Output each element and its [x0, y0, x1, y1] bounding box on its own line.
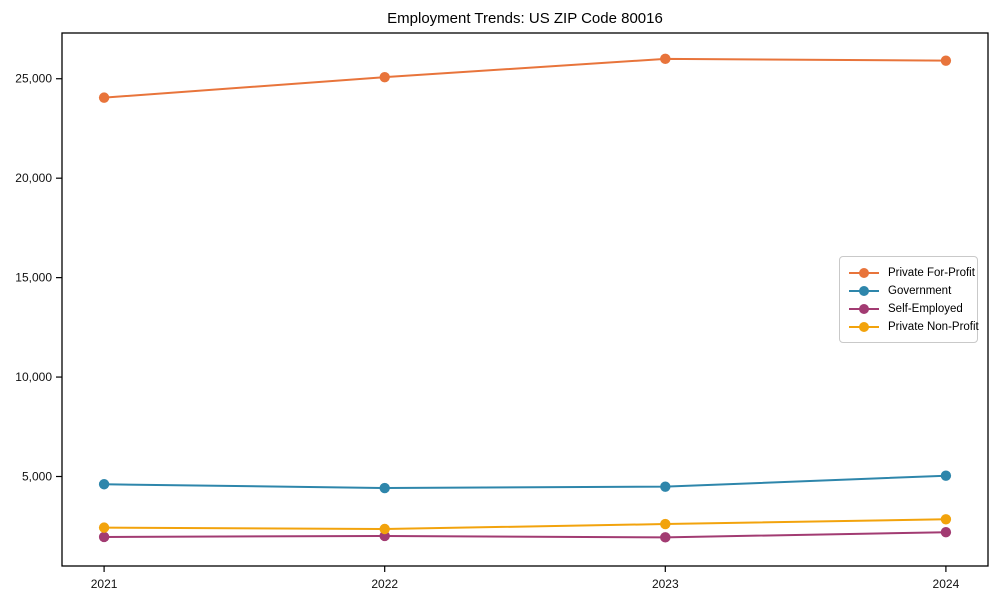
- legend-line-swatch: [849, 267, 879, 278]
- series-line-private-for-profit: [104, 57, 946, 99]
- data-point-private-for-profit-2023: [660, 53, 671, 65]
- x-tick-label: 2022: [371, 577, 398, 591]
- legend-label: Government: [888, 284, 952, 297]
- legend-marker-dot: [859, 303, 869, 314]
- data-point-private-for-profit-2022: [379, 71, 390, 83]
- x-tick-label: 2024: [933, 577, 960, 591]
- legend-line-swatch: [849, 285, 879, 296]
- legend-line-swatch: [849, 303, 879, 314]
- data-point-private-non-profit-2023: [660, 518, 671, 530]
- data-point-private-non-profit-2024: [940, 514, 952, 525]
- series-line-government: [104, 474, 946, 490]
- x-tick-label: 2021: [91, 577, 118, 591]
- data-point-government-2021: [98, 479, 110, 490]
- y-tick-label: 20,000: [15, 171, 52, 185]
- plot-frame: [61, 32, 989, 567]
- y-tick-label: 10,000: [15, 370, 52, 384]
- data-point-self-employed-2021: [98, 531, 110, 543]
- data-point-private-for-profit-2021: [98, 92, 110, 103]
- data-point-self-employed-2024: [940, 526, 952, 538]
- y-tick-label: 5,000: [22, 470, 52, 484]
- legend: Private For-Profit Government Self-Emplo…: [839, 256, 979, 343]
- legend-label: Private Non-Profit: [888, 320, 979, 333]
- legend-marker-dot: [859, 321, 869, 332]
- legend-item-private-for-profit: Private For-Profit: [849, 264, 975, 281]
- legend-item-private-non-profit: Private Non-Profit: [849, 318, 979, 335]
- series-line-private-non-profit: [104, 518, 946, 531]
- data-point-self-employed-2023: [660, 532, 671, 543]
- y-tick-label: 15,000: [15, 271, 52, 285]
- legend-marker-dot: [859, 285, 869, 296]
- data-point-private-non-profit-2021: [98, 522, 110, 533]
- chart-title: Employment Trends: US ZIP Code 80016: [387, 10, 663, 27]
- legend-item-government: Government: [849, 282, 971, 299]
- data-point-private-non-profit-2022: [379, 523, 390, 535]
- legend-item-self-employed: Self-Employed: [849, 300, 971, 317]
- y-tick-label: 25,000: [15, 72, 52, 86]
- data-point-private-for-profit-2024: [940, 55, 952, 66]
- legend-marker-dot: [859, 267, 869, 278]
- legend-label: Self-Employed: [888, 302, 963, 315]
- data-point-government-2024: [940, 470, 952, 481]
- series-line-self-employed: [104, 531, 946, 539]
- data-point-government-2023: [660, 481, 671, 492]
- legend-line-swatch: [849, 321, 879, 332]
- x-tick-label: 2023: [652, 577, 679, 591]
- legend-label: Private For-Profit: [888, 266, 975, 279]
- data-point-government-2022: [379, 482, 390, 494]
